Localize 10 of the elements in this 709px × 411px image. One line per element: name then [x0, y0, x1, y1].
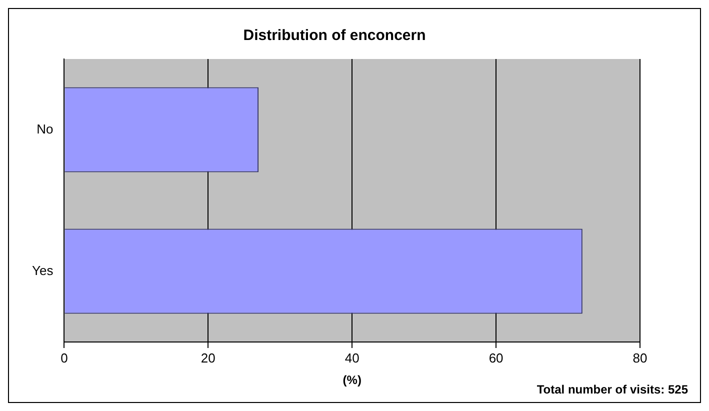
x-tick-label: 80 — [632, 350, 648, 366]
x-tick-label: 0 — [60, 350, 68, 366]
chart-title: Distribution of enconcern — [243, 27, 426, 44]
text: Total number of visits: 525 — [536, 382, 688, 396]
x-tick-label: 60 — [488, 350, 504, 366]
x-tick-label: 20 — [200, 350, 216, 366]
x-axis-title: (%) — [342, 373, 362, 388]
x-tick-label: 40 — [344, 350, 360, 366]
y-tick-label: Yes — [32, 262, 54, 278]
y-tick-label: No — [36, 121, 54, 136]
